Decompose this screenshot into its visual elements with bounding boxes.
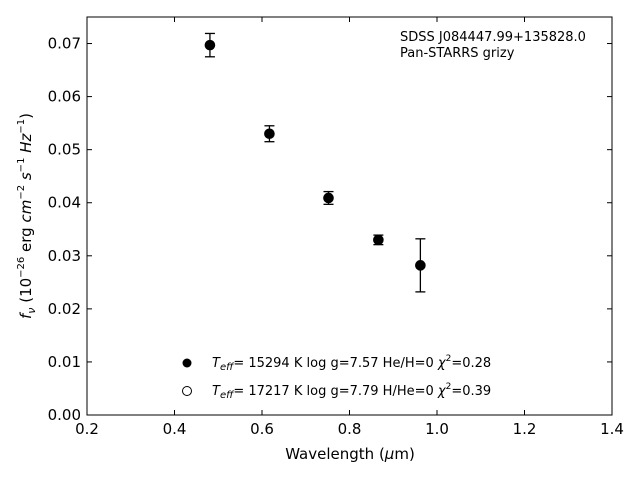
data-point (204, 39, 216, 51)
legend-entry-2: Teff= 17217 K log g=7.79 H/He=0 χ2=0.39 (212, 382, 491, 401)
y-tick-label: 0.00 (48, 406, 81, 424)
y-tick-label: 0.05 (48, 141, 81, 159)
data-point (373, 234, 384, 246)
x-tick-label: 0.8 (338, 420, 362, 438)
y-tick-label: 0.03 (48, 247, 81, 265)
y-tick-label: 0.02 (48, 300, 81, 318)
y-tick-label: 0.04 (48, 194, 81, 212)
legend-marker-filled (182, 358, 192, 368)
legend: Teff= 15294 K log g=7.57 He/H=0 χ2=0.28 … (182, 354, 491, 401)
survey-annotation: Pan-STARRS grizy (400, 46, 515, 61)
y-tick-label: 0.06 (48, 88, 81, 106)
data-point (323, 192, 334, 204)
data-point (415, 260, 426, 271)
y-tick-label: 0.01 (48, 353, 81, 371)
x-axis: 0.2 0.4 0.6 0.8 1.0 1.2 1.4 (75, 17, 624, 438)
object-name-annotation: SDSS J084447.99+135828.0 (400, 30, 586, 45)
x-tick-label: 0.6 (250, 420, 274, 438)
x-tick-label: 0.4 (163, 420, 187, 438)
x-axis-title: Wavelength (μm) (285, 445, 415, 463)
x-tick-label: 0.2 (75, 420, 99, 438)
y-axis: 0.00 0.01 0.02 0.03 0.04 0.05 0.06 0.07 (48, 35, 612, 424)
y-tick-label: 0.07 (48, 35, 81, 53)
y-axis-title: fν (10−26 erg cm−2 s−1 Hz−1) (16, 113, 38, 319)
data-point (264, 128, 275, 140)
legend-marker-open (182, 386, 192, 396)
x-tick-label: 1.0 (425, 420, 449, 438)
data-points (204, 32, 426, 293)
x-tick-label: 1.4 (600, 420, 624, 438)
x-tick-label: 1.2 (513, 420, 537, 438)
legend-entry-1: Teff= 15294 K log g=7.57 He/H=0 χ2=0.28 (212, 354, 491, 373)
